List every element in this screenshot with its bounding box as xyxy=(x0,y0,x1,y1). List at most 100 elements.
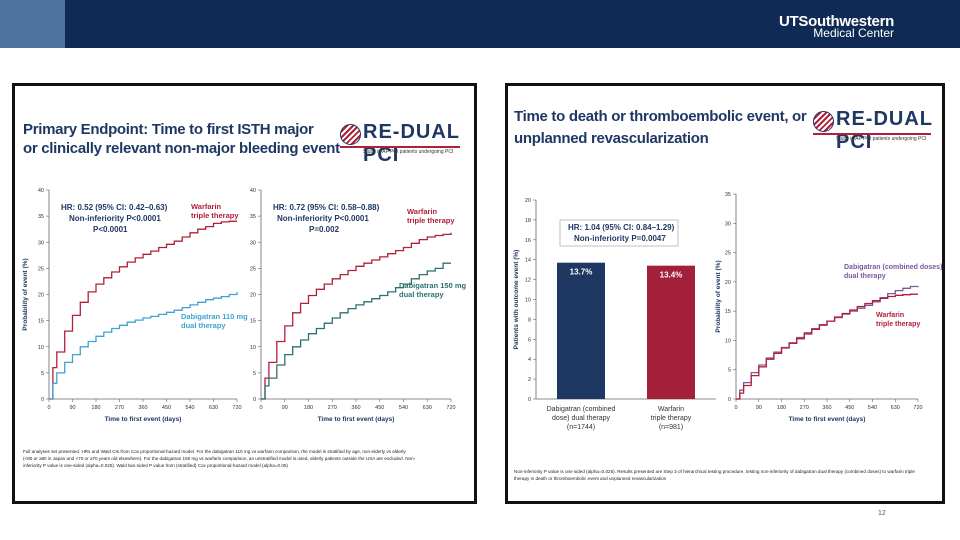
re-dual-logo-text: RE-DUAL PCI xyxy=(836,108,933,153)
x-axis-label: Time to first event (days) xyxy=(789,416,866,423)
y-tick-label: 0 xyxy=(41,397,44,403)
y-tick-label: 40 xyxy=(38,188,44,194)
x-tick-label: 450 xyxy=(162,405,171,411)
series-label: triple therapy xyxy=(876,321,920,328)
y-tick-label: 8 xyxy=(528,317,531,323)
x-tick-label: 0 xyxy=(734,405,737,411)
series-label: Dabigatran 150 mg xyxy=(399,281,467,290)
bar-category-label: (n=981) xyxy=(659,424,683,431)
y-tick-label: 6 xyxy=(528,337,531,343)
y-tick-label: 2 xyxy=(528,377,531,383)
y-tick-label: 35 xyxy=(250,214,256,220)
x-tick-label: 630 xyxy=(891,405,900,411)
y-tick-label: 14 xyxy=(525,258,531,264)
x-tick-label: 360 xyxy=(822,405,831,411)
x-tick-label: 0 xyxy=(259,405,262,411)
bar-value-label: 13.4% xyxy=(660,271,683,280)
hazard-ratio-annotation: HR: 0.52 (95% CI: 0.42–0.63) xyxy=(61,203,168,212)
left-footnote-line2: (<80 or ≥80 in Japan and <70 or ≥70 year… xyxy=(23,456,416,461)
y-tick-label: 10 xyxy=(250,345,256,351)
institution-logo-line1: UTSouthwestern xyxy=(779,13,894,30)
y-tick-label: 20 xyxy=(38,293,44,299)
series-line xyxy=(261,232,452,400)
y-tick-label: 5 xyxy=(41,371,44,377)
bar-category-label: dose) dual therapy xyxy=(552,415,610,422)
y-tick-label: 18 xyxy=(525,218,531,224)
x-tick-label: 0 xyxy=(47,405,50,411)
y-tick-label: 35 xyxy=(38,214,44,220)
left-footnote-line3: inferiority P value is one-sided (alpha=… xyxy=(23,463,288,468)
y-tick-label: 35 xyxy=(725,192,731,198)
right-slide-panel: Time to death or thromboembolic event, o… xyxy=(505,83,945,504)
hazard-ratio-annotation: Non-inferiority P<0.0001 xyxy=(277,214,369,223)
y-tick-label: 30 xyxy=(725,221,731,227)
series-label: dual therapy xyxy=(399,290,444,299)
left-footnote-line1: Full analyses set presented. HRs and Wal… xyxy=(23,449,406,454)
page-number: 12 xyxy=(878,510,886,517)
y-tick-label: 5 xyxy=(728,368,731,374)
re-dual-logo-icon xyxy=(340,124,361,145)
left-charts-svg: 0 5 10 15 20 25 30 35 40 Probability of event (%)… xyxy=(22,188,467,423)
series-label: Warfarin xyxy=(876,312,904,319)
series-line xyxy=(736,293,918,400)
y-tick-label: 16 xyxy=(525,238,531,244)
x-tick-label: 720 xyxy=(232,405,241,411)
x-tick-label: 180 xyxy=(304,405,313,411)
logo-underline xyxy=(340,146,460,148)
x-tick-label: 180 xyxy=(91,405,100,411)
bar xyxy=(647,265,695,399)
series-label: Warfarin xyxy=(407,207,438,216)
right-footnote-line2: therapy in death or thromboembolic event… xyxy=(514,476,667,481)
re-dual-logo-subtitle: Study in AF PCI patients undergoing PCI xyxy=(836,136,927,142)
y-tick-label: 30 xyxy=(250,240,256,246)
y-axis-label: Patients with outcome event (%) xyxy=(513,250,520,350)
y-tick-label: 20 xyxy=(250,293,256,299)
series-label: Dabigatran 110 mg xyxy=(181,312,248,321)
re-dual-logo-text: RE-DUAL PCI xyxy=(363,121,460,166)
series-line xyxy=(49,220,237,400)
series-label: dual therapy xyxy=(844,273,886,280)
x-tick-label: 630 xyxy=(209,405,218,411)
y-axis-label: Probability of event (%) xyxy=(22,258,29,330)
right-panel-title-line2: unplanned revascularization xyxy=(514,130,709,147)
series-label: Warfarin xyxy=(191,202,222,211)
y-tick-label: 15 xyxy=(250,319,256,325)
x-tick-label: 90 xyxy=(282,405,288,411)
hazard-ratio-annotation: Non-inferiority P=0.0047 xyxy=(574,234,666,243)
x-tick-label: 360 xyxy=(351,405,360,411)
bar-category-label: triple therapy xyxy=(651,415,692,422)
y-tick-label: 4 xyxy=(528,357,531,363)
x-axis-label: Time to first event (days) xyxy=(318,416,395,423)
annotation-box xyxy=(559,219,679,247)
hazard-ratio-annotation: P<0.0001 xyxy=(93,225,128,234)
x-tick-label: 450 xyxy=(845,405,854,411)
header-bar: UTSouthwestern Medical Center xyxy=(0,0,960,48)
right-footnote-line1: Non-inferiority P value is one sided (al… xyxy=(514,469,915,474)
left-panel-title-line2: or clinically relevant non-major bleedin… xyxy=(23,140,340,157)
y-tick-label: 30 xyxy=(38,240,44,246)
y-tick-label: 5 xyxy=(253,371,256,377)
left-panel-title-line1: Primary Endpoint: Time to first ISTH maj… xyxy=(23,121,314,138)
x-tick-label: 270 xyxy=(800,405,809,411)
x-tick-label: 720 xyxy=(446,405,455,411)
x-tick-label: 90 xyxy=(756,405,762,411)
bar-value-label: 13.7% xyxy=(570,268,593,277)
left-slide-panel: Primary Endpoint: Time to first ISTH maj… xyxy=(12,83,477,504)
x-tick-label: 450 xyxy=(375,405,384,411)
series-line xyxy=(49,291,238,400)
hazard-ratio-annotation: HR: 0.72 (95% CI: 0.58–0.88) xyxy=(273,203,380,212)
y-tick-label: 20 xyxy=(525,198,531,204)
x-tick-label: 90 xyxy=(69,405,75,411)
series-line xyxy=(736,285,919,400)
re-dual-logo-subtitle: Study in AF PCI patients undergoing PCI xyxy=(363,149,454,155)
y-tick-label: 0 xyxy=(253,397,256,403)
x-tick-label: 360 xyxy=(138,405,147,411)
y-tick-label: 20 xyxy=(725,280,731,286)
x-tick-label: 270 xyxy=(115,405,124,411)
bar xyxy=(557,262,605,399)
y-tick-label: 10 xyxy=(725,338,731,344)
series-label: triple therapy xyxy=(191,211,239,220)
series-label: Dabigatran (combined doses) xyxy=(844,264,942,271)
y-tick-label: 10 xyxy=(38,345,44,351)
x-tick-label: 540 xyxy=(185,405,194,411)
